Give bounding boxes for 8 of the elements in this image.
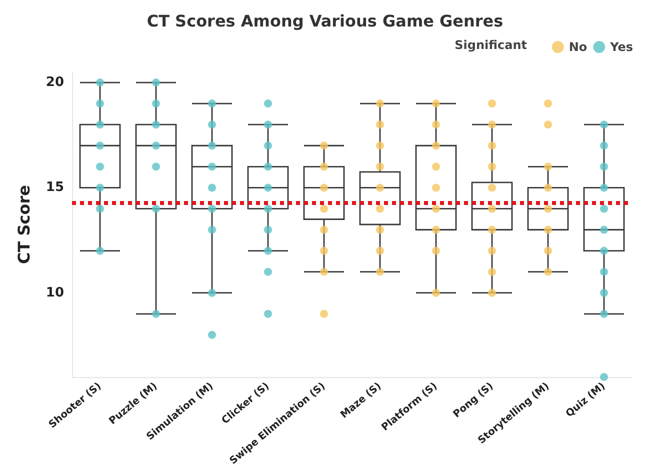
y-tick-label: 20 [46, 75, 64, 90]
legend-label: Yes [609, 40, 634, 54]
legend-title: Significant [454, 38, 528, 52]
chart-title: CT Scores Among Various Game Genres [146, 12, 504, 30]
y-tick-label: 10 [46, 285, 64, 300]
y-tick-label: 15 [46, 180, 64, 196]
legend-label: No [568, 40, 588, 54]
y-axis-title: CT Score [14, 184, 34, 264]
